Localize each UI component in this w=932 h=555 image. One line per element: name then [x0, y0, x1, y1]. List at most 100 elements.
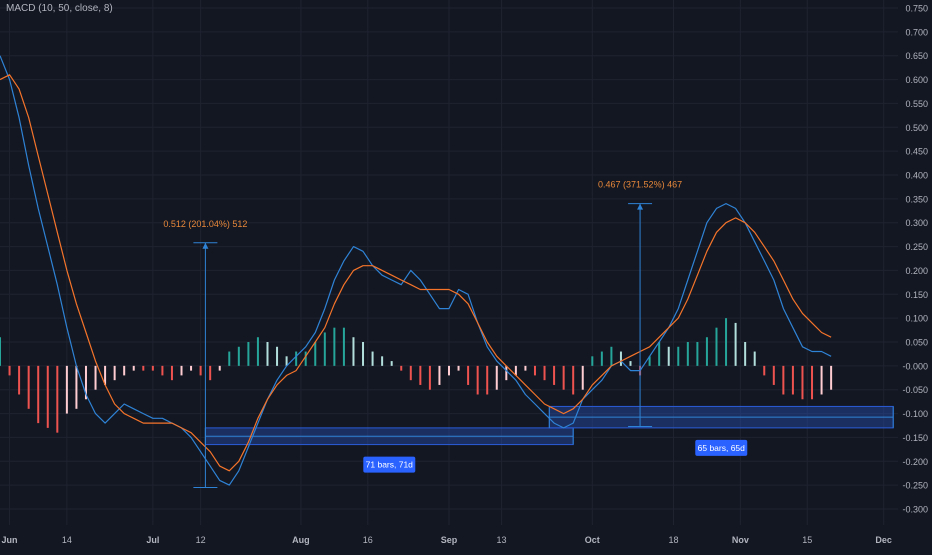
x-tick-label[interactable]: Jun: [2, 535, 18, 545]
histogram-bar: [104, 365, 107, 385]
histogram-bar: [8, 365, 11, 376]
y-tick-label[interactable]: 0.300: [905, 218, 928, 228]
histogram-bar: [132, 365, 135, 371]
histogram-bar: [400, 365, 403, 371]
histogram-bar: [457, 365, 460, 371]
y-tick-label[interactable]: 0.400: [905, 171, 928, 181]
date-range-label[interactable]: 71 bars, 71d: [366, 460, 414, 470]
histogram-bar: [180, 365, 183, 376]
y-tick-label[interactable]: 0.150: [905, 290, 928, 300]
measure-arrow: [202, 242, 209, 249]
y-axis[interactable]: 0.750 0.700 0.650 0.600 0.550 0.500 0.450 0.400…: [902, 4, 928, 515]
histogram-bar: [553, 365, 556, 385]
histogram-bar: [486, 365, 489, 395]
histogram-bar: [0, 337, 1, 366]
histogram-bar: [295, 351, 298, 366]
histogram-bar: [237, 346, 240, 366]
y-tick-label[interactable]: -0.050: [902, 385, 928, 395]
histogram-bar: [572, 365, 575, 395]
histogram-bar: [705, 337, 708, 366]
histogram-bar: [476, 365, 479, 395]
x-tick-label[interactable]: Dec: [875, 535, 892, 545]
y-tick-label[interactable]: 0.750: [905, 4, 928, 14]
y-tick-label[interactable]: -0.250: [902, 481, 928, 491]
histogram-bar: [830, 365, 833, 390]
y-tick-label[interactable]: -0.200: [902, 457, 928, 467]
histogram-bar: [715, 327, 718, 366]
x-tick-label[interactable]: 12: [196, 535, 206, 545]
measure-label[interactable]: 0.512 (201.04%) 512: [163, 219, 247, 229]
histogram-bar: [648, 356, 651, 366]
histogram-bar: [390, 361, 393, 366]
histogram-bar: [304, 351, 307, 366]
histogram-bar: [428, 365, 431, 390]
y-tick-label[interactable]: -0.000: [902, 361, 928, 371]
histogram-bar: [75, 365, 78, 409]
date-ranges[interactable]: 71 bars, 71d 65 bars, 65d: [204, 405, 894, 473]
x-tick-label[interactable]: Sep: [441, 535, 458, 545]
y-tick-label[interactable]: 0.200: [905, 266, 928, 276]
y-tick-label[interactable]: 0.350: [905, 194, 928, 204]
histogram-bar: [667, 346, 670, 366]
histogram-bar: [772, 365, 775, 385]
measure-label[interactable]: 0.467 (371.52%) 467: [598, 180, 682, 190]
histogram-bar: [438, 365, 441, 385]
histogram-bar: [161, 365, 164, 376]
histogram-bar: [696, 342, 699, 366]
histogram-bar: [791, 365, 794, 395]
y-tick-label[interactable]: -0.150: [902, 433, 928, 443]
histogram-bar: [84, 365, 87, 400]
histogram-bar: [381, 356, 384, 366]
y-tick-label[interactable]: 0.450: [905, 147, 928, 157]
histogram-bar: [409, 365, 412, 381]
histogram-bar: [123, 365, 126, 376]
x-axis[interactable]: Jun 14 Jul 12 Aug 16 Sep 13 Oct 18 Nov 15 Dec: [2, 535, 892, 545]
histogram-bar: [495, 365, 498, 390]
y-tick-label[interactable]: 0.250: [905, 242, 928, 252]
histogram-bar: [285, 356, 288, 366]
histogram-bar: [65, 365, 68, 414]
date-range-label[interactable]: 65 bars, 65d: [698, 443, 746, 453]
x-tick-label[interactable]: 14: [62, 535, 72, 545]
y-tick-label[interactable]: 0.550: [905, 99, 928, 109]
y-tick-label[interactable]: 0.500: [905, 123, 928, 133]
indicator-label[interactable]: MACD (10, 50, close, 8): [6, 3, 113, 14]
x-tick-label[interactable]: 16: [363, 535, 373, 545]
histogram-bar: [333, 327, 336, 366]
histogram-bar: [247, 342, 250, 366]
histogram-bar: [56, 365, 59, 433]
histogram-bar: [142, 365, 145, 371]
histogram-bar: [782, 365, 785, 395]
histogram-bar: [170, 365, 173, 381]
histogram-bar: [658, 342, 661, 366]
date-range-label-bg: [695, 439, 748, 456]
y-tick-label[interactable]: 0.100: [905, 314, 928, 324]
price-measures[interactable]: 0.512 (201.04%) 512 0.467 (371.52%) 467: [163, 180, 682, 489]
x-tick-label[interactable]: Jul: [146, 535, 159, 545]
x-tick-label[interactable]: 18: [668, 535, 678, 545]
y-tick-label[interactable]: -0.100: [902, 409, 928, 419]
histogram-bar: [352, 337, 355, 366]
x-tick-label[interactable]: Oct: [585, 535, 600, 545]
x-tick-label[interactable]: 15: [802, 535, 812, 545]
x-tick-label[interactable]: Aug: [292, 535, 310, 545]
x-tick-label[interactable]: 13: [497, 535, 507, 545]
histogram-bar: [94, 365, 97, 390]
histogram-bar: [725, 318, 728, 366]
y-tick-label[interactable]: 0.050: [905, 338, 928, 348]
histogram-bar: [514, 365, 517, 376]
lines: [0, 55, 832, 486]
x-tick-label[interactable]: Nov: [732, 535, 749, 545]
histogram: [0, 318, 833, 433]
y-tick-label[interactable]: 0.600: [905, 75, 928, 85]
y-tick-label[interactable]: -0.300: [902, 505, 928, 515]
histogram-bar: [27, 365, 30, 409]
histogram-bar: [323, 332, 326, 366]
y-tick-label[interactable]: 0.700: [905, 27, 928, 37]
histogram-bar: [256, 337, 259, 366]
y-tick-label[interactable]: 0.650: [905, 51, 928, 61]
